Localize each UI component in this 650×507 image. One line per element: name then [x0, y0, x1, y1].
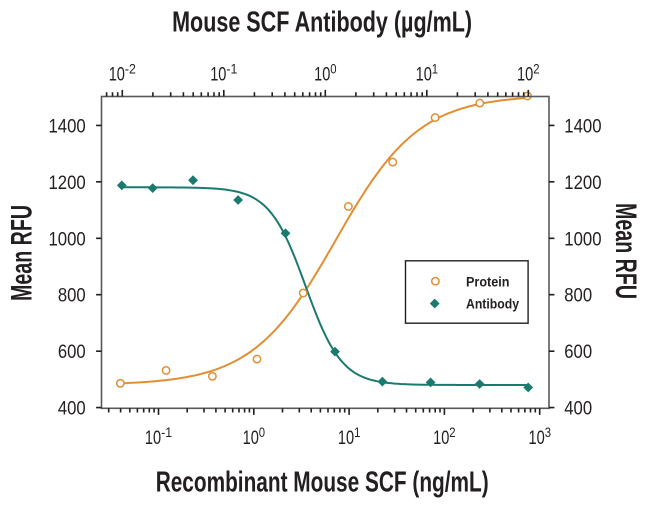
svg-text:800: 800 — [58, 285, 86, 307]
svg-text:Protein: Protein — [466, 274, 510, 290]
svg-text:1200: 1200 — [564, 172, 601, 194]
svg-text:1200: 1200 — [49, 172, 86, 194]
svg-text:400: 400 — [58, 398, 86, 420]
svg-text:102: 102 — [433, 424, 456, 449]
svg-text:103: 103 — [529, 424, 552, 449]
svg-text:Antibody: Antibody — [466, 297, 519, 313]
svg-text:400: 400 — [564, 398, 592, 420]
svg-text:101: 101 — [338, 424, 361, 449]
svg-text:Recombinant Mouse SCF (ng/mL): Recombinant Mouse SCF (ng/mL) — [156, 467, 489, 499]
svg-text:Mouse SCF Antibody (µg/mL): Mouse SCF Antibody (µg/mL) — [172, 6, 472, 38]
svg-text:600: 600 — [564, 341, 592, 363]
svg-text:10-1: 10-1 — [145, 424, 172, 449]
svg-text:102: 102 — [517, 61, 540, 86]
svg-text:101: 101 — [416, 61, 439, 86]
svg-text:1000: 1000 — [564, 228, 601, 250]
svg-text:1000: 1000 — [49, 228, 86, 250]
svg-text:800: 800 — [564, 285, 592, 307]
svg-text:1400: 1400 — [564, 115, 601, 137]
svg-text:Mean RFU: Mean RFU — [609, 203, 642, 299]
svg-text:Mean RFU: Mean RFU — [6, 205, 39, 301]
svg-text:10-2: 10-2 — [109, 61, 136, 86]
svg-text:1400: 1400 — [49, 115, 86, 137]
svg-text:10-1: 10-1 — [210, 61, 237, 86]
svg-text:600: 600 — [58, 341, 86, 363]
svg-text:100: 100 — [243, 424, 266, 449]
svg-text:100: 100 — [314, 61, 337, 86]
